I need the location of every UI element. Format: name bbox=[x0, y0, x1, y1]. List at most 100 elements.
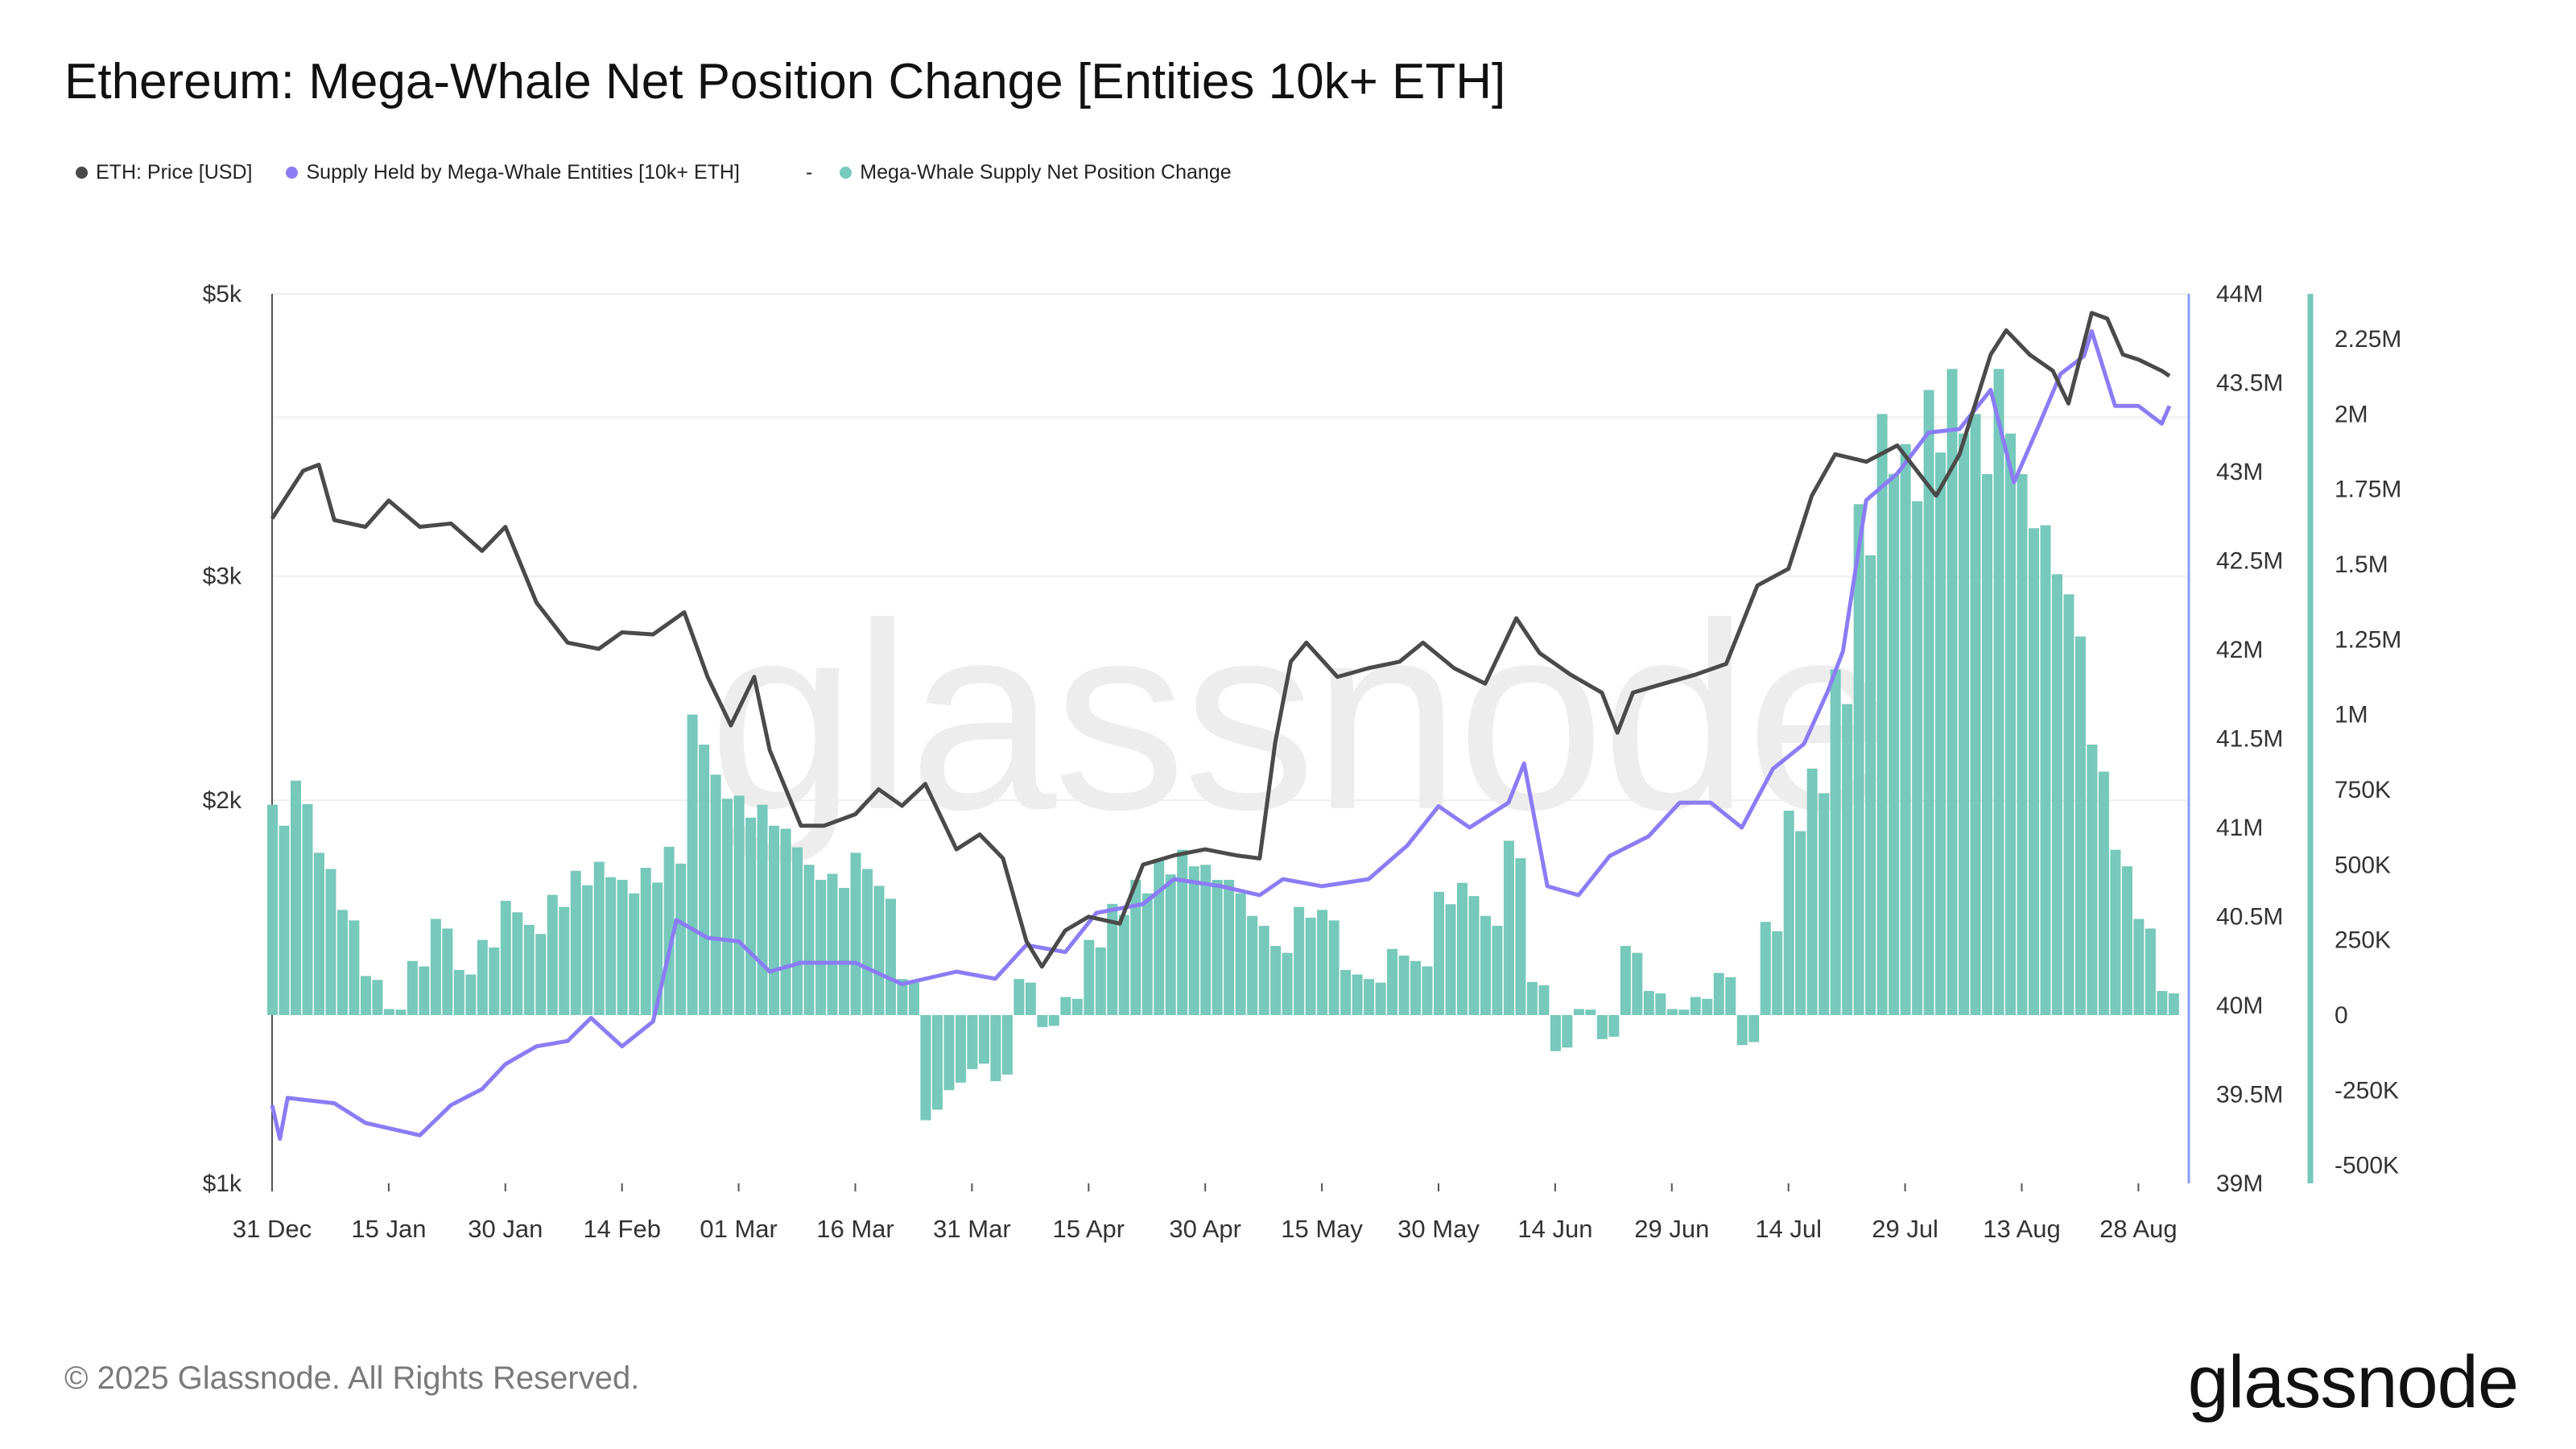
bar bbox=[1772, 931, 1783, 1015]
watermark: glassnode bbox=[708, 568, 1893, 865]
bar bbox=[2098, 771, 2109, 1015]
bar bbox=[1154, 858, 1165, 1015]
legend-dot-icon bbox=[76, 167, 88, 179]
bar bbox=[1001, 1014, 1013, 1075]
x-tick-label: 29 Jun bbox=[1634, 1215, 1709, 1243]
bar bbox=[839, 888, 850, 1015]
x-tick-label: 16 Mar bbox=[816, 1215, 894, 1243]
bar bbox=[640, 868, 651, 1015]
x-tick-label: 31 Mar bbox=[933, 1215, 1010, 1243]
x-tick-label: 15 Jan bbox=[351, 1215, 426, 1243]
bar bbox=[523, 924, 535, 1015]
bar bbox=[780, 828, 791, 1015]
legend-item-supply[interactable]: Supply Held by Mega-Whale Entities [10k+… bbox=[286, 161, 740, 184]
bar bbox=[465, 974, 477, 1015]
bar bbox=[1526, 981, 1538, 1015]
bar bbox=[2121, 866, 2132, 1015]
bar bbox=[1842, 704, 1853, 1015]
bar bbox=[605, 877, 617, 1015]
legend-item-change[interactable]: Mega-Whale Supply Net Position Change bbox=[840, 161, 1232, 184]
bar bbox=[1643, 991, 1654, 1015]
bar bbox=[978, 1014, 989, 1064]
y-change-tick-label: 1.5M bbox=[2334, 551, 2388, 578]
bar bbox=[663, 846, 675, 1015]
bar bbox=[1970, 414, 1981, 1015]
bar bbox=[1993, 369, 2004, 1015]
bar bbox=[908, 982, 919, 1015]
bar bbox=[2051, 574, 2062, 1015]
legend-dot-icon bbox=[840, 167, 852, 179]
x-tick-label: 30 Jan bbox=[468, 1215, 543, 1243]
y-supply-tick-label: 40.5M bbox=[2216, 904, 2283, 931]
legend-label: Mega-Whale Supply Net Position Change bbox=[860, 161, 1232, 184]
bar bbox=[1690, 997, 1701, 1015]
bar bbox=[1702, 998, 1713, 1015]
bar bbox=[1620, 946, 1631, 1015]
bar bbox=[430, 919, 441, 1015]
bar bbox=[442, 928, 453, 1015]
legend-dot-icon bbox=[286, 167, 299, 179]
bar bbox=[2017, 473, 2028, 1015]
bar bbox=[336, 910, 348, 1015]
y-change-tick-label: 250K bbox=[2334, 927, 2391, 954]
bar bbox=[1725, 976, 1736, 1015]
bar bbox=[1317, 910, 1328, 1015]
bar bbox=[1655, 993, 1666, 1015]
x-tick-label: 13 Aug bbox=[1983, 1215, 2061, 1243]
bar bbox=[1258, 926, 1269, 1015]
bar bbox=[699, 744, 710, 1015]
bar bbox=[815, 879, 827, 1015]
y-supply-tick-label: 44M bbox=[2216, 281, 2263, 308]
supply-line bbox=[270, 328, 2172, 1141]
bar bbox=[1456, 882, 1468, 1015]
bar bbox=[1923, 390, 1934, 1015]
bar bbox=[1212, 879, 1223, 1015]
bar bbox=[453, 969, 464, 1015]
bar bbox=[873, 886, 885, 1015]
bar bbox=[1585, 1009, 1596, 1015]
bar bbox=[1713, 972, 1724, 1015]
bar bbox=[1503, 840, 1514, 1015]
bar bbox=[803, 865, 815, 1015]
bar bbox=[1900, 444, 1911, 1015]
bar bbox=[967, 1014, 978, 1070]
legend-label: ETH: Price [USD] bbox=[96, 161, 253, 184]
y-supply-tick-label: 40M bbox=[2216, 993, 2263, 1019]
bar bbox=[990, 1014, 1001, 1082]
bar bbox=[419, 966, 430, 1015]
y-supply-tick-label: 41.5M bbox=[2216, 726, 2283, 753]
legend-label: Supply Held by Mega-Whale Entities [10k+… bbox=[306, 161, 740, 184]
bar bbox=[1562, 1014, 1573, 1048]
x-tick-label: 14 Jun bbox=[1517, 1215, 1592, 1243]
bar bbox=[675, 863, 687, 1015]
y-supply-tick-label: 42.5M bbox=[2216, 548, 2283, 575]
bar bbox=[897, 979, 908, 1015]
y-left-tick-label: $1k bbox=[203, 1170, 242, 1197]
bar bbox=[687, 714, 698, 1015]
x-tick-label: 30 Apr bbox=[1169, 1215, 1241, 1243]
y-change-tick-label: 1.25M bbox=[2334, 626, 2401, 653]
x-tick-label: 28 Aug bbox=[2099, 1215, 2178, 1243]
bar bbox=[1177, 849, 1188, 1015]
y-supply-tick-label: 39M bbox=[2216, 1170, 2263, 1197]
copyright: © 2025 Glassnode. All Rights Reserved. bbox=[64, 1360, 640, 1396]
bar bbox=[349, 920, 360, 1015]
y-change-tick-label: 500K bbox=[2334, 852, 2391, 878]
bar bbox=[559, 906, 570, 1015]
bar bbox=[489, 947, 500, 1015]
y-left-tick-label: $2k bbox=[203, 787, 242, 814]
y-change-tick-label: 1M bbox=[2334, 702, 2368, 729]
bar bbox=[652, 882, 663, 1015]
bar bbox=[1876, 414, 1888, 1015]
bar bbox=[1410, 960, 1422, 1015]
bar bbox=[955, 1014, 966, 1083]
legend-item-price[interactable]: ETH: Price [USD] bbox=[76, 161, 252, 184]
bar bbox=[1282, 952, 1293, 1015]
bar bbox=[1387, 948, 1398, 1015]
bar bbox=[1492, 926, 1503, 1015]
bar bbox=[1364, 979, 1375, 1015]
bar bbox=[629, 893, 640, 1015]
bar bbox=[1107, 903, 1118, 1015]
bar bbox=[383, 1009, 394, 1015]
bar bbox=[1678, 1009, 1690, 1015]
